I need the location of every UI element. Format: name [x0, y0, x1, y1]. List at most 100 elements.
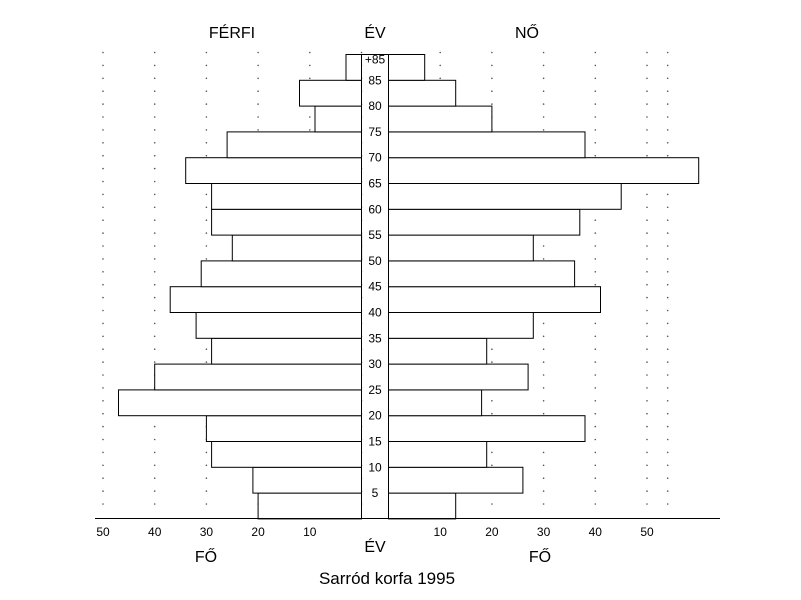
bar-female-10-14 — [388, 441, 488, 468]
grid-dot — [666, 232, 669, 234]
grid-dot — [153, 129, 156, 131]
grid-dot — [594, 283, 597, 286]
age-label-65: 65 — [368, 177, 382, 191]
grid-dot — [153, 167, 156, 170]
bar-female-30-34 — [388, 337, 488, 365]
grid-dot — [594, 374, 597, 376]
grid-dot — [542, 477, 545, 480]
grid-dot — [491, 90, 493, 92]
right-header: NŐ — [515, 23, 539, 42]
grid-dot — [542, 103, 545, 105]
grid-dot — [666, 425, 669, 428]
grid-dot — [257, 77, 259, 80]
grid-dot — [205, 451, 208, 454]
grid-dot — [666, 451, 669, 454]
grid-dot — [666, 271, 669, 273]
bar-male-70-74 — [226, 131, 362, 159]
tick-left-20: 20 — [251, 525, 265, 539]
bar-male-30-34 — [211, 337, 362, 365]
grid-dot — [646, 464, 648, 467]
grid-dot — [542, 258, 545, 260]
grid-dot — [102, 309, 104, 312]
grid-dot — [102, 77, 104, 80]
grid-dot — [205, 258, 208, 260]
grid-dot — [102, 232, 104, 234]
bar-male-35-39 — [195, 312, 362, 339]
grid-dot — [153, 116, 156, 118]
grid-dot — [594, 90, 597, 92]
grid-dot — [102, 193, 104, 196]
grid-dot — [153, 90, 156, 92]
grid-dot — [309, 51, 311, 54]
grid-dot — [646, 335, 648, 338]
age-label-35: 35 — [368, 331, 382, 345]
grid-dot — [102, 387, 104, 389]
grid-dot — [666, 219, 669, 221]
bar-male-15-19 — [205, 415, 362, 443]
grid-dot — [153, 232, 156, 234]
age-label-15: 15 — [368, 435, 382, 449]
grid-dot — [666, 374, 669, 376]
age-column — [361, 54, 389, 519]
grid-dot — [646, 374, 648, 376]
grid-dot — [205, 477, 208, 480]
grid-dot — [102, 400, 104, 402]
bar-female-80-84 — [388, 79, 457, 107]
grid-dot — [153, 361, 156, 363]
grid-dot — [594, 361, 597, 363]
grid-dot — [102, 335, 104, 338]
grid-dot — [646, 142, 648, 144]
grid-dot — [102, 361, 104, 363]
grid-dot — [542, 322, 545, 325]
grid-dot — [646, 206, 648, 209]
grid-dot — [594, 503, 597, 505]
grid-dot — [666, 309, 669, 312]
grid-dot — [594, 322, 597, 325]
grid-dot — [309, 77, 311, 80]
grid-dot — [542, 503, 545, 505]
grid-dot — [594, 77, 597, 80]
grid-dot — [102, 245, 104, 247]
grid-dot — [102, 271, 104, 273]
grid-dot — [594, 232, 597, 234]
grid-dot — [309, 116, 311, 118]
grid-dot — [491, 103, 493, 105]
grid-dot — [102, 103, 104, 105]
grid-dot — [646, 361, 648, 363]
bar-female-5-9 — [388, 466, 524, 494]
age-label-50: 50 — [368, 254, 382, 268]
grid-dot — [205, 503, 208, 505]
grid-dot — [666, 438, 669, 441]
grid-dot — [257, 90, 259, 92]
grid-dot — [439, 77, 442, 80]
bar-male-85+ — [345, 54, 362, 81]
grid-dot — [491, 348, 493, 351]
grid-dot — [594, 348, 597, 351]
grid-dot — [153, 490, 156, 492]
bar-male-5-9 — [252, 466, 362, 494]
grid-dot — [646, 219, 648, 221]
tick-left-40: 40 — [148, 525, 162, 539]
grid-dot — [439, 64, 442, 67]
grid-dot — [666, 296, 669, 299]
grid-dot — [205, 361, 208, 363]
bar-male-80-84 — [299, 79, 362, 107]
grid-dot — [491, 400, 493, 402]
grid-dot — [153, 309, 156, 312]
grid-dot — [542, 412, 545, 415]
grid-dot — [153, 258, 156, 260]
grid-dot — [205, 245, 208, 247]
grid-dot — [666, 142, 669, 144]
grid-dot — [594, 258, 597, 260]
grid-dot — [102, 464, 104, 467]
bar-male-40-44 — [169, 286, 362, 314]
grid-dot — [666, 64, 669, 67]
grid-dot — [646, 412, 648, 415]
grid-dot — [666, 412, 669, 415]
grid-dot — [646, 232, 648, 234]
grid-dot — [646, 258, 648, 260]
age-label-85: 85 — [368, 73, 382, 87]
grid-dot — [542, 51, 545, 54]
grid-dot — [439, 51, 442, 54]
